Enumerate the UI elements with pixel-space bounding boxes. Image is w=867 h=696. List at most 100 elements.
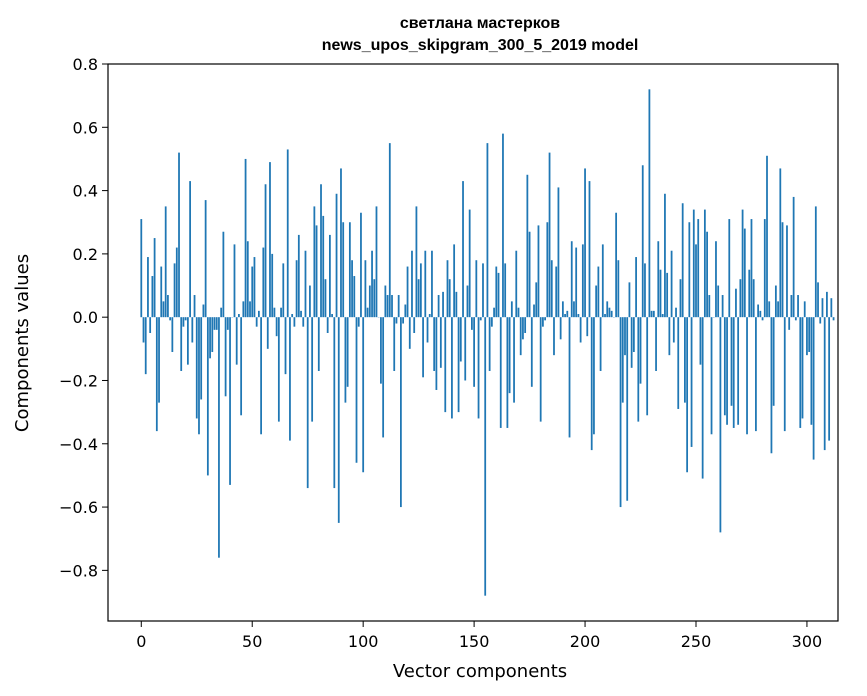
bar	[628, 282, 631, 318]
bar	[637, 317, 640, 422]
bar	[264, 184, 267, 318]
bar	[422, 317, 424, 378]
bar	[386, 295, 389, 318]
bar	[743, 228, 746, 318]
bar	[198, 317, 200, 435]
bar	[178, 152, 180, 318]
bar	[466, 285, 469, 318]
bar	[419, 263, 422, 318]
bar	[717, 285, 720, 318]
bar	[684, 317, 686, 403]
bar	[697, 219, 700, 318]
bar	[209, 317, 211, 359]
bar	[149, 317, 152, 333]
x-tick-label: 50	[242, 632, 262, 651]
bar	[242, 301, 245, 318]
bar	[677, 317, 680, 409]
bar	[357, 317, 360, 327]
bar	[604, 314, 606, 318]
bar	[384, 285, 387, 318]
bar	[271, 253, 274, 318]
bar	[748, 269, 751, 318]
bar	[238, 314, 240, 318]
bar	[783, 317, 786, 432]
bar	[462, 181, 464, 318]
x-tick-label: 200	[570, 632, 601, 651]
bar	[821, 298, 824, 318]
bar	[593, 317, 595, 435]
bar	[575, 247, 578, 318]
bar	[337, 317, 340, 523]
bar	[586, 317, 589, 337]
bar	[164, 206, 167, 318]
bar	[206, 317, 209, 476]
bar	[229, 317, 231, 485]
chart-subtitle: news_upos_skipgram_300_5_2019 model	[322, 37, 639, 54]
x-tick-label: 100	[348, 632, 379, 651]
bar	[506, 317, 509, 428]
x-tick-label: 0	[136, 632, 146, 651]
bar	[355, 317, 358, 463]
bar	[453, 244, 456, 318]
bar	[533, 304, 535, 318]
bar	[317, 317, 320, 371]
bar	[393, 317, 396, 371]
bar	[703, 209, 706, 318]
bar	[641, 165, 644, 318]
bar	[262, 247, 265, 318]
bar	[819, 317, 822, 324]
bar	[451, 317, 453, 419]
bar	[513, 317, 515, 403]
bar	[437, 295, 440, 318]
bar	[723, 317, 726, 416]
bar	[792, 196, 795, 318]
bar	[739, 279, 742, 318]
x-tick-label: 150	[459, 632, 490, 651]
bar	[595, 285, 598, 318]
bar	[661, 314, 664, 318]
bar	[781, 222, 784, 318]
bar	[395, 317, 398, 324]
bar	[439, 317, 442, 368]
bar	[577, 314, 580, 318]
bar	[253, 257, 256, 318]
bar	[215, 317, 218, 330]
bar	[284, 317, 287, 375]
bar	[772, 317, 775, 406]
bar	[573, 301, 575, 318]
bar	[286, 149, 289, 318]
bar	[810, 317, 813, 425]
y-tick-label: −0.2	[59, 371, 98, 390]
bar	[380, 317, 382, 384]
bar	[801, 317, 804, 419]
bar	[779, 168, 782, 318]
bar	[493, 307, 495, 318]
bar	[546, 222, 549, 318]
bar	[249, 301, 251, 318]
bar	[770, 317, 773, 454]
bar	[502, 133, 504, 318]
bar	[597, 266, 600, 318]
bar	[757, 304, 760, 318]
bar	[817, 282, 819, 318]
bar	[659, 269, 662, 318]
bar	[504, 263, 507, 318]
bar	[548, 152, 551, 318]
bar	[397, 295, 400, 318]
bar	[606, 301, 609, 318]
bar	[309, 285, 311, 318]
bar	[326, 317, 329, 333]
bar	[635, 257, 637, 318]
bar	[499, 317, 502, 428]
bar	[630, 317, 633, 368]
bar	[160, 266, 163, 318]
bar	[721, 295, 724, 318]
bar	[364, 260, 367, 318]
bar	[610, 310, 613, 318]
bar	[473, 317, 475, 387]
bar	[564, 314, 566, 318]
bar	[293, 317, 296, 327]
bar	[797, 295, 799, 318]
chart-title: светлана мастерков	[400, 15, 560, 32]
